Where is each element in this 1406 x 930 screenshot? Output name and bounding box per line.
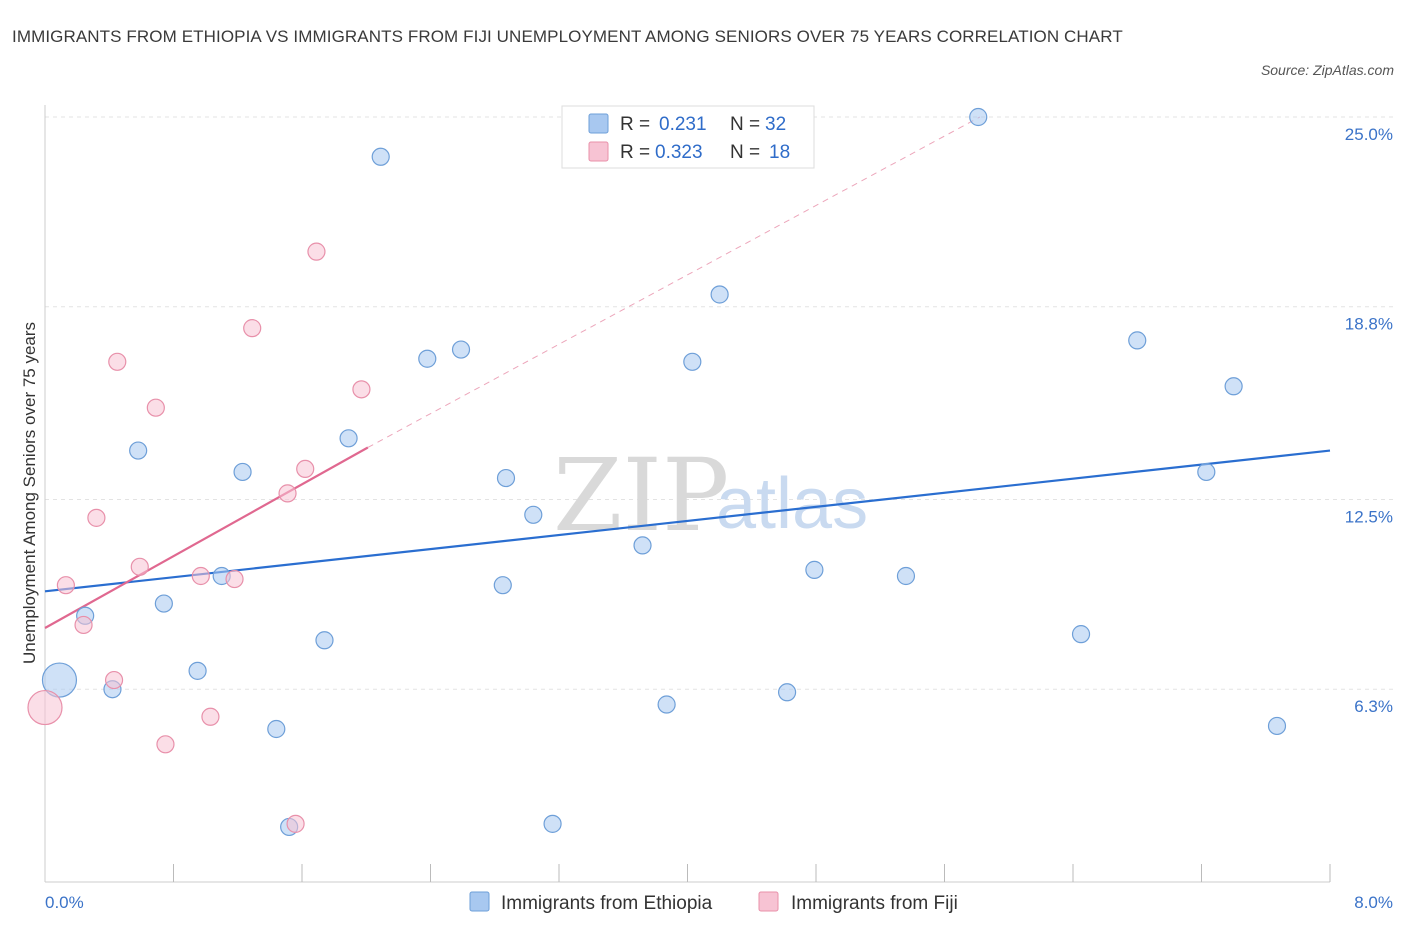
y-tick-label: 25.0% [1345, 125, 1393, 144]
legend-n-label-ethiopia: N = [730, 114, 760, 135]
ethiopia-point [683, 352, 702, 371]
x-axis-ticks [173, 864, 1331, 882]
fiji-point [191, 566, 210, 586]
trend-line [44, 449, 1331, 593]
data-points [27, 107, 1287, 837]
ethiopia-point [969, 107, 988, 127]
ethiopia-point [805, 560, 824, 579]
legend-swatch-fiji [588, 141, 609, 162]
legend-r-value-fiji: 0.323 [655, 142, 703, 163]
ethiopia-point [371, 147, 390, 166]
ethiopia-point [154, 594, 173, 613]
fiji-point [130, 557, 149, 576]
x-tick-labels: 0.0% 8.0% [45, 893, 1393, 912]
x-tick-label: 8.0% [1354, 893, 1393, 912]
y-tick-label: 18.8% [1345, 315, 1393, 334]
fiji-point [307, 242, 326, 261]
fiji-point [225, 569, 244, 589]
ethiopia-point [188, 661, 207, 680]
bottom-legend: Immigrants from Ethiopia Immigrants from… [469, 891, 958, 914]
ethiopia-point [1224, 377, 1243, 396]
fiji-point [104, 670, 124, 690]
fiji-point [296, 459, 315, 478]
ethiopia-point [543, 814, 562, 833]
ethiopia-point [1128, 331, 1147, 350]
fiji-point [243, 319, 262, 338]
bottom-legend-label-ethiopia: Immigrants from Ethiopia [501, 893, 713, 914]
trend-line-extension [367, 116, 981, 448]
fiji-point [108, 352, 127, 371]
ethiopia-point [267, 719, 286, 739]
legend-n-label-fiji: N = [730, 142, 760, 163]
trend-lines [44, 116, 1331, 629]
ethiopia-point [657, 695, 676, 714]
bottom-legend-label-fiji: Immigrants from Fiji [791, 893, 958, 914]
chart-title: IMMIGRANTS FROM ETHIOPIA VS IMMIGRANTS F… [12, 27, 1123, 46]
grid-lines [45, 116, 1395, 690]
y-tick-label: 6.3% [1354, 697, 1393, 716]
trend-line [44, 446, 369, 629]
ethiopia-point [418, 349, 437, 368]
fiji-point [278, 484, 297, 503]
legend-swatch-ethiopia [588, 113, 609, 134]
y-tick-labels: 25.0% 18.8% 12.5% 6.3% [1345, 125, 1393, 716]
watermark: ZIP atlas [553, 437, 868, 554]
legend-r-label-fiji: R = [620, 142, 650, 163]
ethiopia-point [129, 441, 148, 460]
fiji-point [201, 707, 220, 726]
bottom-legend-swatch-fiji [758, 891, 779, 912]
fiji-point [87, 508, 106, 527]
ethiopia-point [233, 462, 252, 482]
ethiopia-point [41, 662, 78, 698]
legend-n-value-ethiopia: 32 [765, 114, 786, 135]
fiji-point [352, 380, 371, 399]
source-label: Source: ZipAtlas.com [1260, 62, 1394, 78]
ethiopia-point [524, 505, 543, 524]
y-axis-label: Unemployment Among Seniors over 75 years [20, 322, 39, 664]
ethiopia-point [451, 340, 471, 359]
ethiopia-point [493, 576, 512, 595]
fiji-point [56, 576, 75, 595]
ethiopia-point [1267, 716, 1287, 736]
ethiopia-point [710, 285, 729, 304]
ethiopia-point [633, 536, 652, 555]
watermark-zip: ZIP [553, 437, 729, 554]
fiji-point [146, 398, 165, 417]
ethiopia-point [777, 683, 797, 702]
ethiopia-point [1071, 625, 1091, 644]
fiji-point [286, 814, 305, 833]
ethiopia-point [339, 429, 358, 448]
ethiopia-point [896, 566, 916, 586]
y-tick-label: 12.5% [1345, 508, 1393, 527]
ethiopia-point [315, 631, 334, 650]
bottom-legend-swatch-ethiopia [469, 891, 490, 912]
fiji-point [74, 615, 93, 635]
legend-r-label-ethiopia: R = [620, 114, 650, 135]
fiji-point [156, 735, 175, 754]
x-tick-label: 0.0% [45, 893, 84, 912]
ethiopia-point [496, 468, 516, 488]
legend-n-value-fiji: 18 [769, 142, 790, 163]
legend-r-value-ethiopia: 0.231 [659, 114, 707, 135]
fiji-point [27, 689, 63, 726]
ethiopia-point [1197, 462, 1216, 482]
legend: R = 0.231 N = 32 R = 0.323 N = 18 [561, 105, 815, 169]
